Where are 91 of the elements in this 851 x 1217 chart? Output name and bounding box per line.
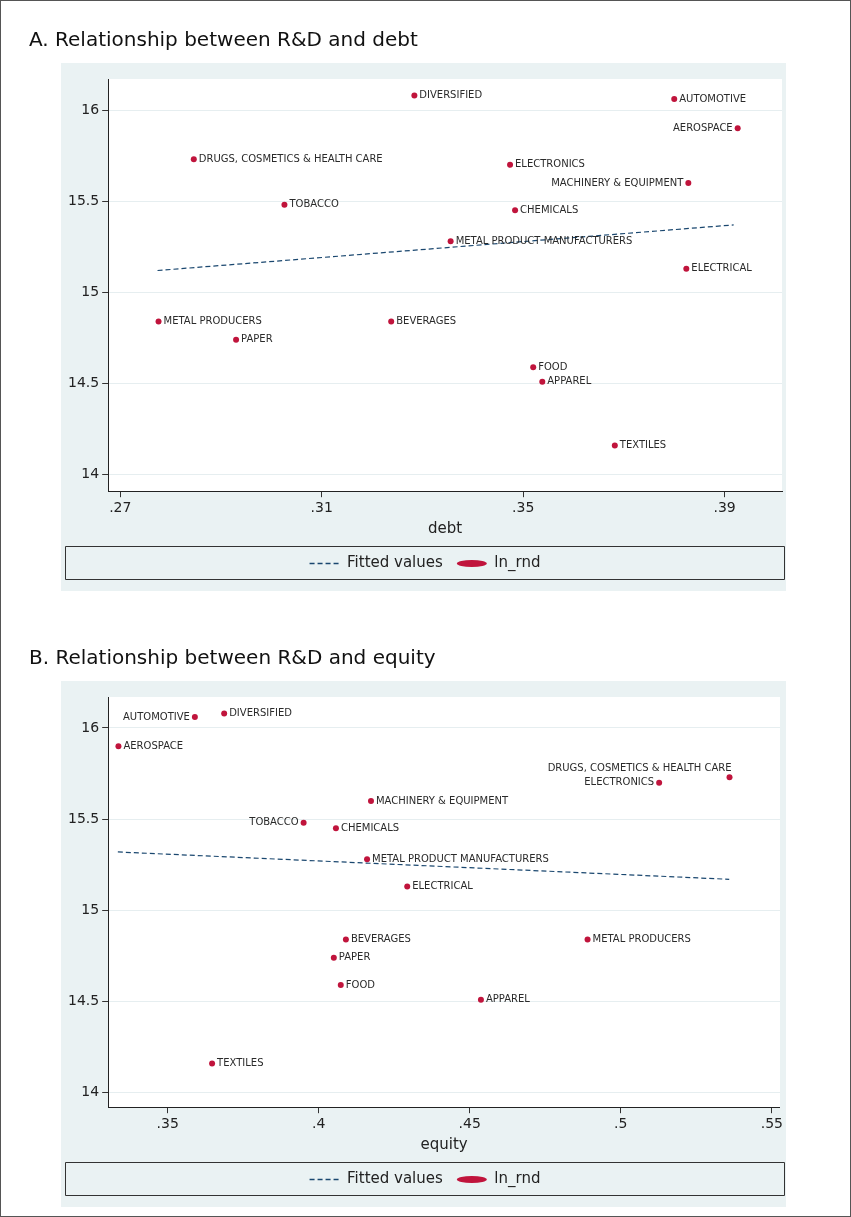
point	[337, 982, 344, 989]
data-label: APPAREL	[547, 375, 592, 387]
point	[539, 378, 546, 385]
chart-title: B. Relationship between R&D and equity	[29, 645, 436, 669]
data-label: AEROSPACE	[673, 121, 733, 133]
y-tick-label: 15	[81, 283, 100, 300]
data-label: BEVERAGES	[396, 315, 457, 327]
data-label: MACHINERY & EQUIPMENT	[551, 176, 685, 188]
data-label: ELECTRICAL	[412, 880, 474, 892]
point	[726, 774, 733, 781]
data-label: FOOD	[538, 360, 568, 372]
point	[233, 336, 240, 343]
y-tick-label: 15.5	[68, 191, 100, 208]
point	[477, 996, 484, 1003]
x-axis-title: equity	[420, 1134, 468, 1153]
data-label: METAL PRODUCT MANUFACTURERS	[372, 852, 549, 864]
x-tick-label: .4	[312, 1115, 326, 1132]
point	[364, 856, 371, 863]
data-label: METAL PRODUCERS	[163, 315, 262, 327]
point	[530, 364, 537, 371]
chart-title: A. Relationship between R&D and debt	[29, 27, 418, 51]
x-tick-label: .39	[713, 499, 736, 516]
point	[584, 936, 591, 943]
y-tick-label: 14	[81, 1083, 100, 1100]
data-label: PAPER	[338, 951, 371, 963]
data-label: AUTOMOTIVE	[123, 710, 190, 722]
point	[683, 265, 690, 272]
point	[191, 714, 198, 721]
data-label: BEVERAGES	[350, 933, 411, 945]
point	[209, 1060, 216, 1067]
point	[155, 318, 162, 325]
point	[656, 779, 663, 786]
data-label: METAL PRODUCERS	[592, 933, 691, 945]
point	[388, 318, 395, 325]
legend-label: ln_rnd	[494, 1169, 541, 1189]
point	[342, 936, 349, 943]
data-label: AEROSPACE	[123, 739, 184, 751]
point	[190, 156, 197, 163]
point	[685, 179, 692, 186]
legend-label: Fitted values	[347, 553, 444, 572]
data-label: ELECTRICAL	[691, 262, 753, 274]
point	[367, 797, 374, 804]
data-label: TOBACCO	[288, 198, 339, 210]
point	[447, 238, 454, 245]
y-tick-label: 16	[81, 100, 100, 117]
data-label: MACHINERY & EQUIPMENT	[375, 794, 509, 806]
x-tick-label: .5	[614, 1115, 628, 1132]
data-label: CHEMICALS	[520, 203, 579, 215]
data-label: TEXTILES	[216, 1057, 264, 1069]
point	[300, 819, 307, 826]
y-tick-label: 14	[81, 465, 100, 482]
data-label: ELECTRONICS	[515, 158, 585, 170]
point	[221, 710, 228, 717]
data-label: TOBACCO	[248, 816, 299, 828]
data-label: FOOD	[345, 978, 376, 990]
point	[115, 743, 122, 750]
y-tick-label: 15	[81, 900, 100, 917]
x-tick-label: .31	[310, 499, 333, 516]
data-label: AUTOMOTIVE	[679, 92, 747, 104]
x-axis-title: debt	[428, 518, 463, 537]
x-tick-label: .45	[458, 1115, 481, 1132]
y-tick-label: 15.5	[68, 809, 100, 826]
y-tick-label: 14.5	[68, 374, 100, 391]
data-label: APPAREL	[485, 993, 531, 1005]
data-label: METAL PRODUCT MANUFACTURERS	[455, 234, 633, 246]
y-tick-label: 16	[81, 718, 100, 735]
point	[330, 954, 337, 961]
data-label: DIVERSIFIED	[419, 89, 483, 101]
x-tick-label: .55	[760, 1115, 783, 1132]
point	[734, 125, 741, 132]
data-label: PAPER	[241, 333, 273, 345]
x-tick-label: .27	[109, 499, 132, 516]
point	[411, 92, 418, 99]
data-label: DRUGS, COSMETICS & HEALTH CARE	[547, 762, 732, 774]
y-tick-label: 14.5	[68, 992, 100, 1009]
data-label: DIVERSIFIED	[229, 707, 293, 718]
point	[404, 883, 411, 890]
point	[611, 442, 618, 449]
x-tick-label: .35	[156, 1115, 179, 1132]
data-label: CHEMICALS	[340, 821, 400, 833]
point	[507, 161, 514, 168]
data-label: DRUGS, COSMETICS & HEALTH CARE	[198, 152, 383, 164]
point	[512, 207, 519, 214]
legend-label: Fitted values	[347, 1169, 444, 1188]
legend-label: ln_rnd	[494, 553, 541, 573]
data-label: TEXTILES	[618, 439, 667, 451]
data-label: ELECTRONICS	[584, 776, 655, 788]
x-tick-label: .35	[512, 499, 535, 516]
point	[332, 825, 339, 832]
point	[671, 96, 678, 103]
point	[281, 201, 288, 208]
